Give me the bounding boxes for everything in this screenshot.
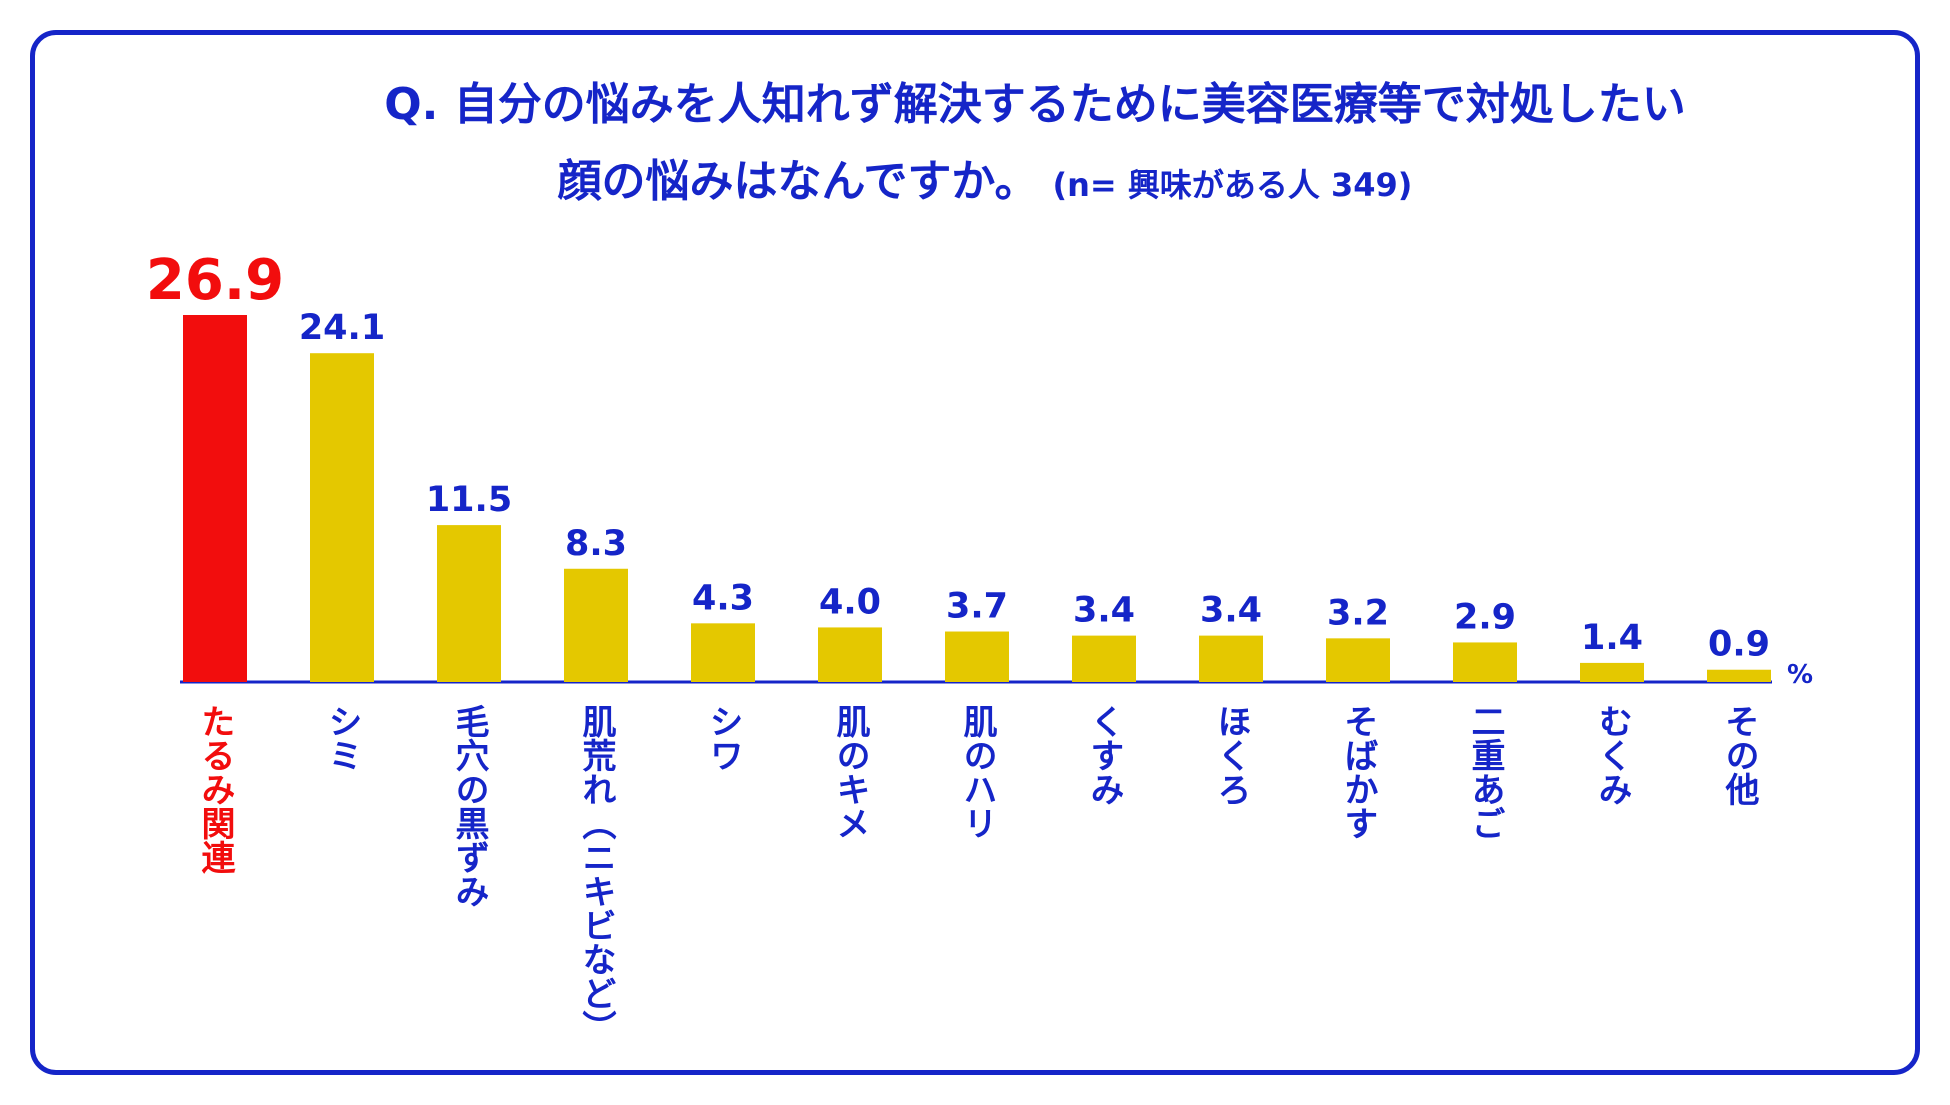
category-label-5: シワ [703,704,743,772]
value-label-5: 4.3 [692,578,754,618]
value-label-6: 4.0 [819,582,881,622]
category-label-12: むくみ [1592,704,1632,806]
value-label-11: 2.9 [1454,597,1516,637]
bar-8 [1072,635,1136,682]
bar-5 [691,623,755,682]
bar-12 [1580,662,1644,682]
category-label-2: シミ [322,704,362,772]
title-line-2-text: 顔の悩みはなんですか。 [557,156,1039,207]
value-label-9: 3.4 [1200,591,1262,631]
chart-frame [30,30,1920,1075]
category-label-8: くすみ [1084,704,1124,806]
value-label-8: 3.4 [1073,591,1135,631]
bar-1 [183,315,247,682]
category-label-10: そばかす [1338,704,1378,840]
value-label-4: 8.3 [565,524,627,564]
category-label-11: 二重あご [1465,704,1505,840]
category-label-4: 肌荒れ（ニキビなど） [576,704,616,1044]
chart-title-line-2: 顔の悩みはなんですか。 (n= 興味がある人 349) [0,145,1950,209]
bar-7 [945,631,1009,682]
bar-6 [818,627,882,682]
bar-13 [1707,669,1771,682]
value-label-10: 3.2 [1327,593,1389,633]
bar-11 [1453,642,1517,682]
bar-4 [564,568,628,682]
value-label-13: 0.9 [1708,625,1770,665]
category-label-1: たるみ関連 [195,704,235,874]
bar-3 [437,525,501,682]
value-label-3: 11.5 [426,480,512,520]
category-label-3: 毛穴の黒ずみ [449,704,489,908]
category-label-9: ほくろ [1211,704,1251,806]
value-label-2: 24.1 [299,308,385,348]
title-line-1-text: Q. 自分の悩みを人知れず解決するために美容医療等で対処したい [384,79,1686,130]
unit-label: % [1787,660,1813,690]
chart-title-line-1: Q. 自分の悩みを人知れず解決するために美容医療等で対処したい [0,68,1950,132]
category-label-7: 肌のハリ [957,704,997,840]
value-label-1: 26.9 [146,248,284,313]
bar-10 [1326,638,1390,682]
value-label-12: 1.4 [1581,618,1643,658]
sample-size-note: (n= 興味がある人 349) [1052,166,1413,204]
bar-9 [1199,635,1263,682]
category-label-6: 肌のキメ [830,704,870,840]
category-label-13: その他 [1719,704,1760,806]
value-label-7: 3.7 [946,587,1008,627]
bar-2 [310,353,374,682]
